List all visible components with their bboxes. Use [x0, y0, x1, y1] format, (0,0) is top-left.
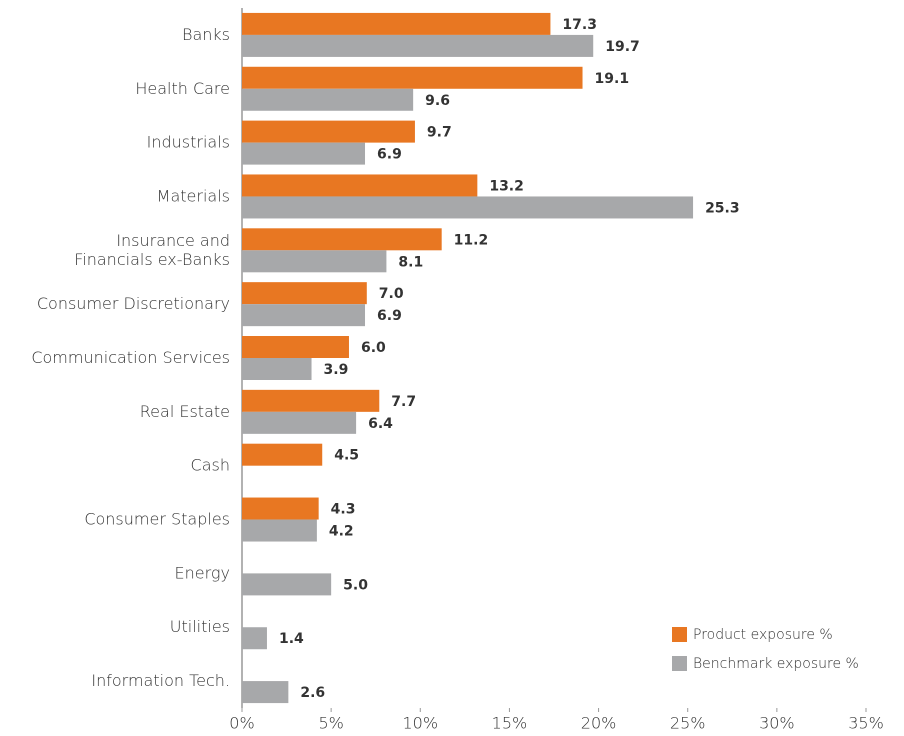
bar	[242, 443, 323, 466]
value-label: 7.7	[391, 394, 416, 410]
value-label: 1.4	[279, 631, 304, 647]
value-label: 2.6	[300, 685, 325, 701]
x-tick-label: 15%	[492, 714, 528, 733]
bar	[242, 228, 442, 251]
value-label: 6.9	[377, 147, 402, 163]
bar	[242, 142, 366, 165]
bar	[242, 282, 367, 305]
x-tick-label: 10%	[403, 714, 439, 733]
x-tick-label: 5%	[318, 714, 343, 733]
legend-label: Product exposure %	[693, 627, 833, 643]
bar	[242, 681, 289, 704]
bar	[242, 389, 380, 412]
value-label: 4.5	[334, 448, 359, 464]
value-label: 19.1	[595, 71, 630, 87]
value-label: 25.3	[705, 200, 740, 216]
value-label: 9.7	[427, 125, 452, 141]
bar	[242, 336, 349, 358]
category-label: Utilities	[170, 617, 230, 636]
bar	[242, 34, 594, 57]
value-label: 8.1	[398, 254, 423, 270]
value-label: 13.2	[489, 178, 524, 194]
x-tick-label: 30%	[759, 714, 795, 733]
legend-swatch	[672, 627, 687, 642]
value-label: 7.0	[379, 286, 404, 302]
category-label: Energy	[175, 563, 230, 582]
value-label: 4.2	[329, 524, 354, 540]
value-label: 9.6	[425, 93, 450, 109]
category-label: Health Care	[135, 78, 230, 97]
bar	[242, 497, 319, 520]
bar	[242, 519, 317, 542]
legend-label: Benchmark exposure %	[693, 656, 859, 672]
category-label: Information Tech.	[91, 671, 230, 690]
x-tick-label: 25%	[670, 714, 706, 733]
category-label: Communication Services	[31, 348, 230, 367]
bar	[242, 411, 357, 434]
value-label: 6.9	[377, 308, 402, 324]
category-label: Consumer Staples	[84, 509, 230, 528]
x-tick-label: 0%	[229, 714, 254, 733]
bar	[242, 88, 414, 111]
bar	[242, 358, 312, 380]
bar	[242, 174, 478, 197]
category-label: Consumer Discretionary	[37, 294, 230, 313]
category-label: Cash	[191, 455, 230, 474]
value-label: 6.4	[368, 416, 393, 432]
value-label: 3.9	[324, 362, 349, 378]
category-label: Materials	[157, 186, 230, 205]
bar	[242, 627, 267, 650]
bar	[242, 120, 415, 143]
value-label: 11.2	[454, 232, 489, 248]
x-tick-label: 20%	[581, 714, 617, 733]
bar	[242, 250, 387, 273]
category-label: Real Estate	[140, 401, 230, 420]
category-label: Industrials	[147, 132, 230, 151]
value-label: 19.7	[605, 39, 640, 55]
value-label: 6.0	[361, 340, 386, 356]
bar	[242, 66, 583, 89]
value-label: 5.0	[343, 577, 368, 593]
bar	[242, 573, 332, 596]
value-label: 4.3	[331, 502, 356, 518]
legend-swatch	[672, 656, 687, 671]
bar	[242, 12, 551, 35]
bar	[242, 304, 366, 327]
value-label: 17.3	[562, 17, 597, 33]
x-tick-label: 35%	[848, 714, 884, 733]
category-label: Banks	[182, 24, 230, 43]
category-label: Insurance and Financials ex-Banks	[74, 230, 230, 268]
bar	[242, 196, 694, 219]
